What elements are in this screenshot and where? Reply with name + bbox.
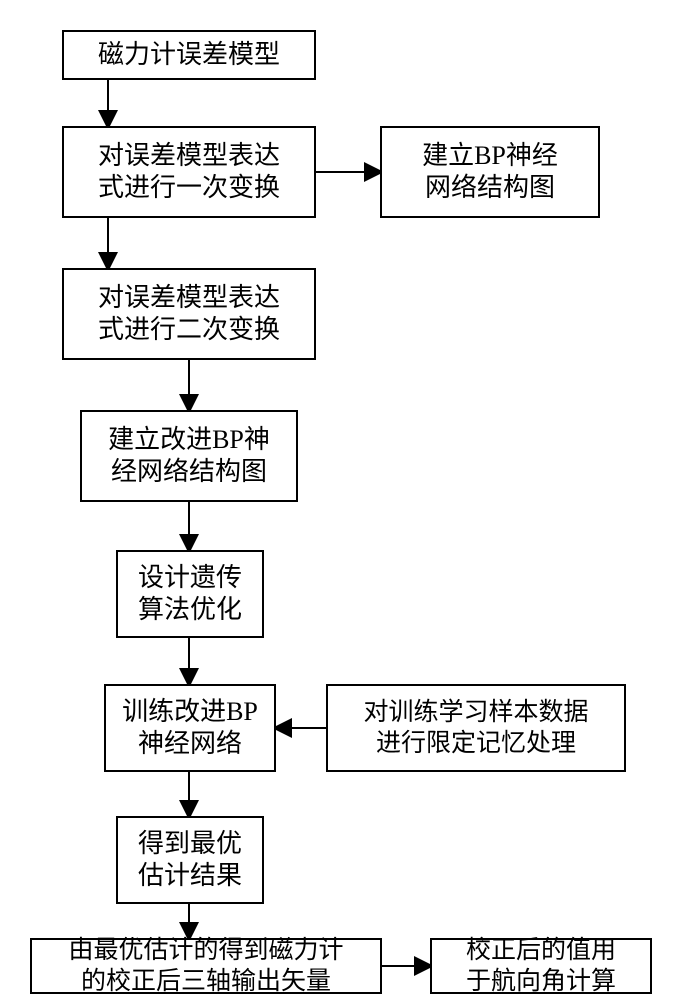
node-label: 对训练学习样本数据 进行限定记忆处理	[363, 697, 588, 760]
node-second-transform: 对误差模型表达 式进行二次变换	[62, 268, 316, 360]
node-genetic-opt: 设计遗传 算法优化	[116, 550, 264, 638]
node-limited-memory-samples: 对训练学习样本数据 进行限定记忆处理	[326, 684, 626, 772]
node-label: 由最优估计的得到磁力计 的校正后三轴输出矢量	[68, 935, 343, 998]
node-label: 校正后的值用 于航向角计算	[466, 935, 616, 998]
node-heading-angle-calc: 校正后的值用 于航向角计算	[430, 938, 652, 994]
node-label: 得到最优 估计结果	[138, 828, 242, 893]
node-first-transform: 对误差模型表达 式进行一次变换	[62, 126, 316, 218]
node-label: 对误差模型表达 式进行一次变换	[98, 140, 280, 205]
node-label: 训练改进BP 神经网络	[122, 696, 258, 761]
node-build-improved-bp: 建立改进BP神 经网络结构图	[80, 410, 298, 502]
node-train-improved-bp: 训练改进BP 神经网络	[104, 684, 276, 772]
node-optimal-estimate: 得到最优 估计结果	[116, 816, 264, 904]
node-label: 磁力计误差模型	[98, 39, 280, 72]
node-label: 对误差模型表达 式进行二次变换	[98, 282, 280, 347]
node-corrected-output-vector: 由最优估计的得到磁力计 的校正后三轴输出矢量	[30, 938, 382, 994]
node-label: 建立改进BP神 经网络结构图	[108, 424, 270, 489]
node-build-bp-structure: 建立BP神经 网络结构图	[380, 126, 600, 218]
flowchart-canvas: 磁力计误差模型 对误差模型表达 式进行一次变换 建立BP神经 网络结构图 对误差…	[0, 0, 682, 1000]
node-magnetometer-error-model: 磁力计误差模型	[62, 30, 316, 80]
node-label: 设计遗传 算法优化	[138, 562, 242, 627]
node-label: 建立BP神经 网络结构图	[422, 140, 558, 205]
